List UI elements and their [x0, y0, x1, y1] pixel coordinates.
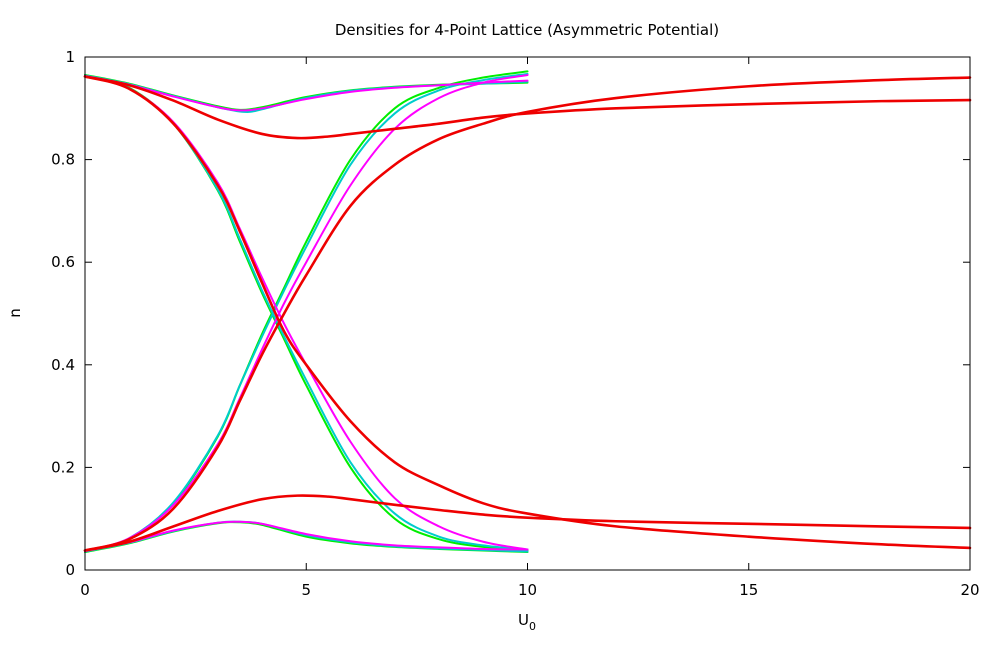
series-line-2: [84, 73, 529, 552]
series-line-14: [83, 75, 972, 550]
series-line-7: [84, 72, 529, 553]
y-tick-label: 0.2: [51, 458, 75, 476]
y-tick-label: 0.8: [51, 151, 75, 169]
x-tick-label: 5: [301, 581, 311, 599]
x-tick-label: 20: [960, 581, 979, 599]
plot-frame: [84, 56, 971, 571]
x-tick-label: 0: [80, 581, 90, 599]
series-line-11: [84, 73, 529, 553]
x-axis-label: U0: [518, 611, 536, 633]
series-line-15: [83, 76, 972, 552]
y-tick-label: 0: [65, 561, 75, 579]
series-line-10: [84, 74, 529, 551]
series-line-6: [84, 74, 529, 551]
y-tick-label: 0.6: [51, 253, 75, 271]
series-line-12: [84, 520, 529, 553]
series-line-16: [83, 494, 972, 552]
y-tick-label: 1: [65, 48, 75, 66]
chart-title: Densities for 4-Point Lattice (Asymmetri…: [335, 21, 719, 39]
series-layer: [83, 70, 972, 554]
y-axis-label: n: [6, 308, 24, 318]
x-axis: 0 5 10 15 20: [80, 57, 980, 599]
series-line-9: [84, 74, 529, 112]
y-tick-label: 0.4: [51, 356, 75, 374]
x-tick-label: 15: [739, 581, 758, 599]
series-line-13: [83, 75, 972, 140]
series-line-3: [84, 70, 529, 554]
x-tick-label: 10: [518, 581, 537, 599]
x-axis-label-subscript: 0: [529, 620, 536, 633]
y-axis: 0 0.2 0.4 0.6 0.8 1: [51, 48, 970, 579]
